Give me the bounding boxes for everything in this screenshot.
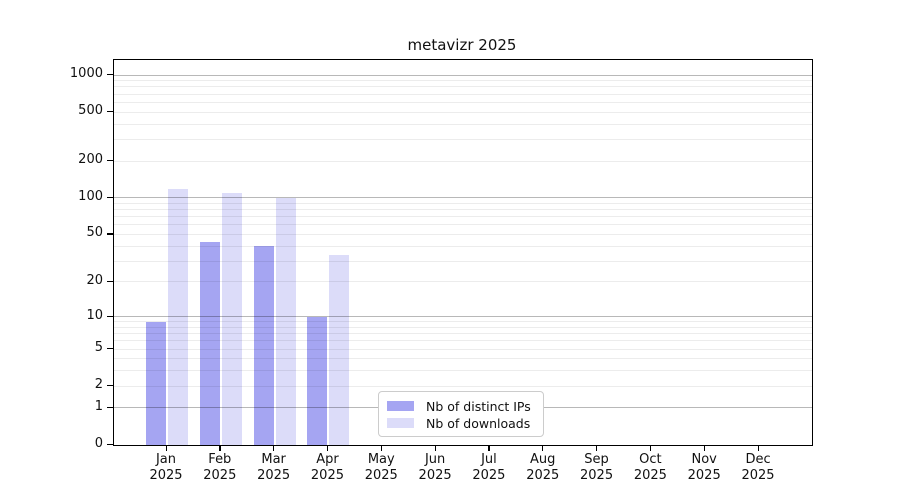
legend-swatch-downloads [387,418,414,428]
y-axis-tick [107,348,113,350]
minor-gridline [114,80,812,82]
bar-distinct-ips [253,246,274,445]
x-tick-label-year: 2025 [687,468,721,483]
bar-downloads [275,197,296,445]
y-tick-label: 5 [94,340,103,356]
minor-gridline [114,160,812,162]
y-axis-tick [107,444,113,446]
y-tick-label: 2 [94,377,103,393]
x-axis-tick [326,445,329,451]
x-tick-label-year: 2025 [580,468,614,483]
x-tick-label-year: 2025 [741,468,775,483]
x-tick-label-year: 2025 [418,468,452,483]
x-tick-label-year: 2025 [526,468,560,483]
minor-gridline [114,138,812,140]
y-axis-tick [107,385,113,387]
x-tick-label-month: Jan [155,452,177,467]
y-tick-label: 1000 [69,66,103,82]
x-tick-label-month: May [367,452,395,467]
x-axis-tick [219,445,221,451]
x-tick-label-month: Jun [424,452,446,467]
minor-gridline [114,209,812,211]
minor-gridline [114,111,812,113]
x-tick-label-month: Apr [316,452,339,467]
x-tick-label-month: Dec [745,452,771,467]
minor-gridline [114,123,812,125]
x-axis-tick [434,445,436,451]
chart-title: metavizr 2025 [407,36,517,54]
bar-downloads [329,254,350,445]
legend-row: Nb of distinct IPs [387,398,535,414]
x-axis-tick [649,445,652,451]
minor-gridline [114,86,812,88]
minor-gridline [114,224,812,226]
major-gridline [114,197,812,199]
x-tick-label-year: 2025 [310,468,344,483]
y-axis-tick [107,280,113,283]
x-axis-tick [542,445,544,451]
x-tick-label-year: 2025 [149,468,183,483]
major-gridline [114,74,812,76]
y-axis-tick [107,111,113,113]
x-tick-label-month: Mar [261,452,286,467]
x-tick-label-year: 2025 [203,468,237,483]
legend-label: Nb of distinct IPs [426,398,531,414]
minor-gridline [114,93,812,95]
y-axis-tick [107,315,113,317]
x-tick-label-month: Oct [639,452,662,467]
y-tick-label: 10 [86,307,103,323]
legend-row: Nb of downloads [387,415,535,431]
legend-label: Nb of downloads [426,415,531,431]
y-tick-label: 100 [78,188,103,204]
y-tick-label: 20 [86,272,103,288]
bar-downloads [221,192,242,445]
y-axis-tick [107,74,113,76]
y-tick-label: 50 [86,225,103,241]
x-axis-tick [703,445,705,451]
y-axis-tick [107,406,113,409]
x-tick-label-month: Nov [691,452,717,467]
bar-distinct-ips [146,321,166,445]
y-tick-label: 1 [94,398,103,414]
x-tick-label-year: 2025 [472,468,506,483]
y-tick-label: 200 [78,152,103,168]
x-tick-label-year: 2025 [633,468,667,483]
bar-downloads [168,189,188,445]
y-tick-label: 500 [78,103,103,119]
x-tick-label-month: Jul [481,452,497,467]
bar-distinct-ips [307,316,328,445]
y-axis-tick [107,233,113,235]
y-axis-tick [107,196,113,199]
minor-gridline [114,233,812,235]
x-axis-tick [488,445,490,451]
x-axis-tick [596,445,598,451]
x-tick-label-month: Feb [208,452,232,467]
x-tick-label-month: Sep [584,452,609,467]
x-axis-tick [757,445,759,451]
x-tick-label-month: Aug [530,452,556,467]
bar-distinct-ips [199,242,220,445]
y-tick-label: 0 [94,436,103,451]
plot-area [113,59,813,446]
minor-gridline [114,216,812,218]
minor-gridline [114,101,812,103]
x-axis-tick [380,445,382,451]
legend: Nb of distinct IPs Nb of downloads [378,391,544,437]
x-tick-label-year: 2025 [364,468,398,483]
x-axis-tick [165,445,167,451]
x-axis-tick [273,445,275,451]
minor-gridline [114,202,812,204]
x-tick-label-year: 2025 [257,468,291,483]
y-axis-tick [107,160,113,162]
legend-swatch-distinct-ips [387,401,414,411]
